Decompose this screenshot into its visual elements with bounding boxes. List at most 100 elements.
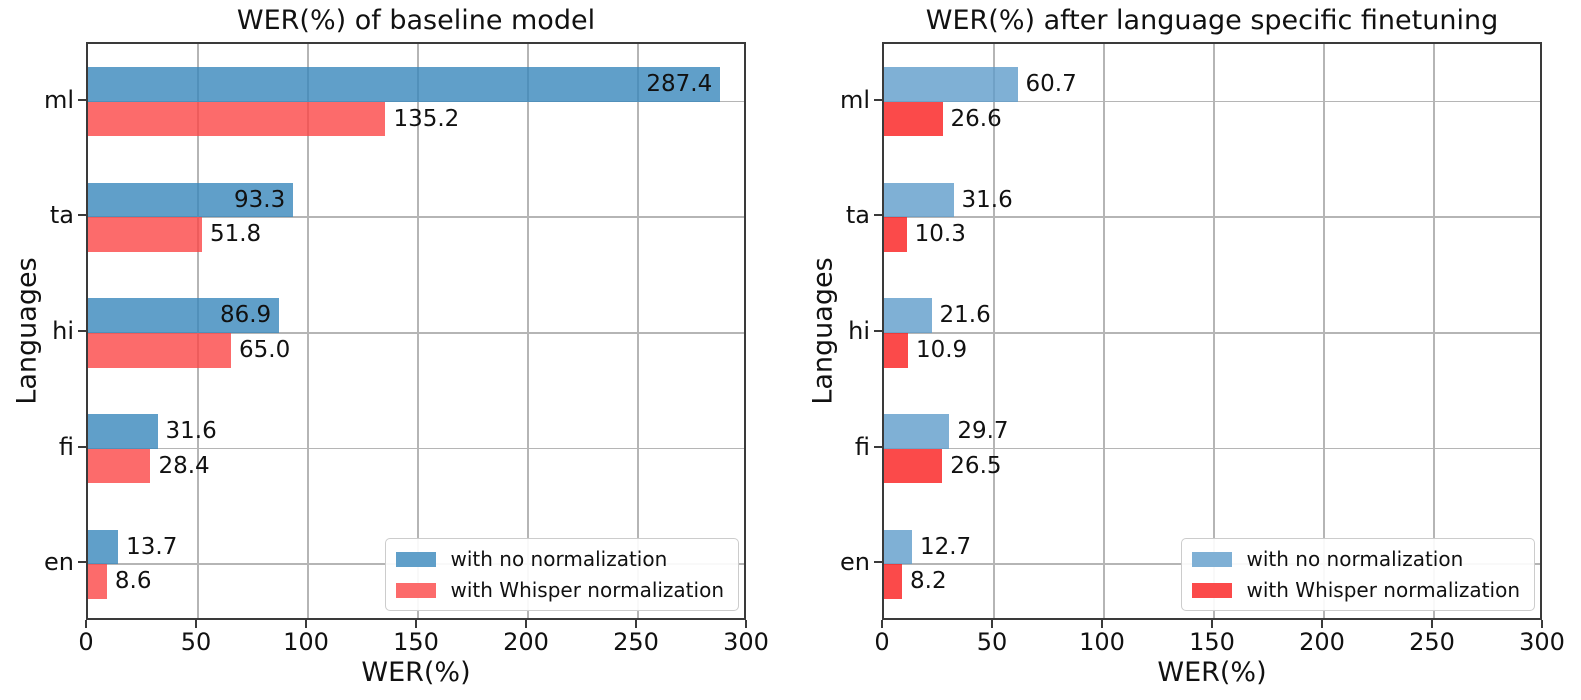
bar-value-label: 21.6 [939, 302, 991, 329]
x-tick-mark [745, 620, 747, 628]
gridline [884, 563, 1540, 565]
x-tick-mark [881, 620, 883, 628]
bar-hi-whisper-norm [88, 333, 231, 368]
gridline [1323, 44, 1325, 618]
bar-ml-whisper-norm [884, 101, 943, 137]
bar-hi-no-norm [884, 298, 932, 333]
x-tick-label: 300 [723, 628, 769, 656]
x-tick-label: 100 [1079, 628, 1125, 656]
gridline [884, 100, 1540, 103]
bar-value-label: 31.6 [961, 186, 1013, 213]
gridline [88, 216, 744, 218]
bar-value-label: 8.2 [910, 568, 947, 595]
y-tick-mark [78, 214, 86, 217]
legend-item: with Whisper normalization [1191, 578, 1520, 602]
y-tick-label: ml [839, 85, 870, 114]
gridline [88, 100, 744, 103]
bar-ml-whisper-norm [88, 101, 386, 137]
bar-value-label: 10.3 [914, 221, 966, 248]
bar-value-label: 31.6 [165, 417, 217, 444]
y-tick-mark [78, 445, 86, 448]
bar-value-label: 28.4 [158, 452, 210, 479]
legend-label: with no normalization [1246, 547, 1464, 571]
x-tick-mark [1211, 620, 1213, 628]
x-tick-label: 0 [78, 628, 94, 656]
bar-ta-whisper-norm [884, 217, 907, 253]
y-tick-label: en [840, 548, 870, 577]
x-tick-mark [85, 620, 87, 628]
bar-ml-no-norm [88, 67, 721, 102]
legend: with no normalization with Whisper normal… [1180, 538, 1535, 611]
y-tick-mark [874, 330, 882, 332]
gridline [197, 44, 199, 618]
x-tick-label: 300 [1519, 628, 1565, 656]
legend-item: with no normalization [395, 547, 725, 571]
bar-en-whisper-norm [884, 564, 903, 599]
gridline [1103, 44, 1105, 618]
y-tick-mark [874, 561, 882, 564]
gridline [417, 44, 419, 618]
bar-hi-no-norm [88, 298, 280, 333]
bar-value-label: 26.5 [950, 452, 1002, 479]
y-tick-mark [874, 98, 882, 101]
bar-fi-whisper-norm [88, 448, 151, 484]
bar-hi-whisper-norm [884, 333, 908, 368]
x-tick-label: 250 [1409, 628, 1455, 656]
legend-item: with no normalization [1191, 547, 1521, 571]
bar-fi-no-norm [884, 413, 950, 449]
y-tick-label: hi [848, 317, 870, 345]
y-tick-label: ml [43, 85, 74, 114]
bar-en-no-norm [884, 529, 912, 565]
bar-fi-no-norm [88, 413, 158, 449]
chart-title: WER(%) after language specific finetunin… [925, 5, 1499, 36]
gridline [88, 447, 744, 450]
bar-value-label: 8.6 [114, 568, 152, 595]
gridline [307, 44, 309, 618]
y-tick-label: fi [854, 432, 870, 461]
plot-area: 287.4 93.3 86.9 31.6 13.7 135.2 51.8 65.0 28.4 8.… [86, 42, 746, 620]
x-tick-mark [1431, 620, 1433, 628]
bar-fi-whisper-norm [884, 448, 943, 484]
y-tick-mark [874, 445, 882, 448]
plot-area: 60.7 31.6 21.6 29.7 12.7 26.6 10.3 10.9 26.5 8.2 … [882, 42, 1542, 620]
bar-value-label: 65.0 [239, 337, 291, 363]
x-tick-label: 150 [1189, 628, 1235, 656]
x-tick-mark [1101, 620, 1103, 628]
bar-value-label: 287.4 [646, 71, 713, 98]
gridline [993, 44, 995, 618]
x-tick-label: 200 [1299, 628, 1345, 656]
legend-label: with Whisper normalization [450, 578, 725, 602]
bar-value-label: 86.9 [219, 302, 272, 329]
x-tick-mark [415, 620, 417, 628]
x-tick-mark [991, 620, 993, 628]
gridline [637, 44, 639, 618]
chart-title: WER(%) of baseline model [236, 5, 596, 36]
bar-value-label: 135.2 [393, 105, 460, 132]
bar-value-label: 29.7 [957, 417, 1009, 444]
x-tick-label: 150 [393, 628, 439, 656]
x-tick-label: 50 [180, 628, 212, 656]
bar-value-label: 13.7 [126, 533, 178, 560]
y-tick-mark [78, 561, 86, 564]
x-tick-label: 250 [613, 628, 659, 656]
x-tick-mark [525, 620, 527, 628]
x-tick-mark [305, 620, 307, 628]
legend-label: with no normalization [450, 547, 668, 571]
x-tick-label: 50 [976, 628, 1008, 656]
gridline [884, 447, 1540, 450]
bar-value-label: 12.7 [919, 533, 972, 560]
gridline [1213, 44, 1215, 618]
x-tick-mark [1541, 620, 1543, 628]
legend-color-patch [1191, 582, 1232, 598]
bar-ml-no-norm [884, 67, 1018, 102]
legend: with no normalization with Whisper normal… [384, 538, 739, 611]
gridline [884, 216, 1540, 218]
y-tick-label: hi [52, 317, 74, 345]
x-tick-label: 200 [503, 628, 549, 656]
bar-value-label: 51.8 [209, 221, 262, 248]
y-tick-mark [78, 98, 86, 101]
bar-value-label: 10.9 [915, 337, 968, 363]
gridline [884, 332, 1540, 334]
